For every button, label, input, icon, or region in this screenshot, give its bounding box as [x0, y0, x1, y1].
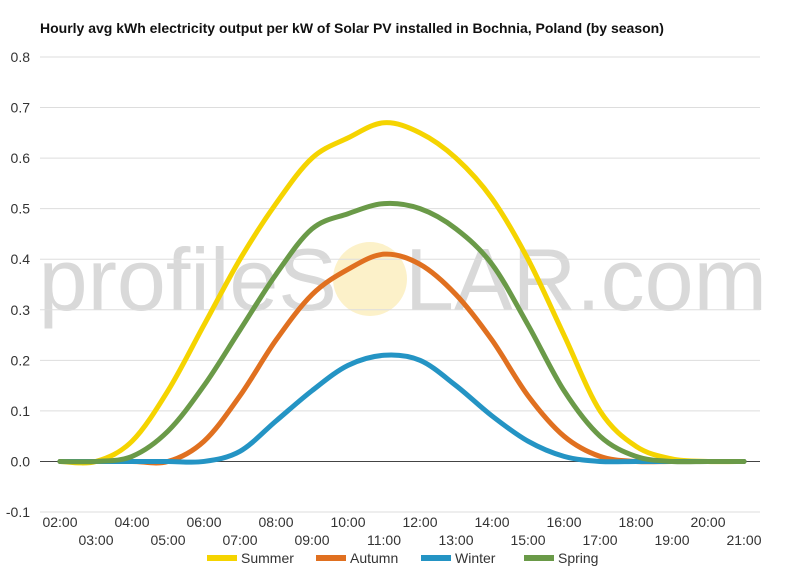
x-tick-label: 20:00 [690, 514, 725, 530]
watermark-text-left: profileS [39, 230, 337, 329]
x-tick-label: 13:00 [438, 532, 473, 548]
x-tick-label: 10:00 [330, 514, 365, 530]
x-tick-label: 14:00 [474, 514, 509, 530]
x-axis-ticks: 02:0003:0004:0005:0006:0007:0008:0009:00… [42, 514, 761, 548]
series-line-winter [57, 352, 747, 465]
x-tick-label: 21:00 [726, 532, 761, 548]
legend-swatch-autumn [316, 555, 346, 561]
y-tick-label: 0.5 [11, 201, 31, 217]
x-tick-label: 09:00 [294, 532, 329, 548]
x-tick-label: 15:00 [510, 532, 545, 548]
legend-label-winter: Winter [455, 550, 496, 566]
y-tick-label: 0.8 [11, 49, 31, 65]
series-line-spring [57, 200, 747, 465]
legend-label-summer: Summer [241, 550, 294, 566]
y-tick-label: 0.2 [11, 352, 31, 368]
x-tick-label: 19:00 [654, 532, 689, 548]
chart-title: Hourly avg kWh electricity output per kW… [40, 20, 664, 36]
series-line-summer [57, 120, 747, 466]
y-axis-ticks: 0.8 0.7 0.6 0.5 0.4 0.3 0.2 0.1 0.0 -0.1 [6, 49, 30, 520]
x-tick-label: 16:00 [546, 514, 581, 530]
legend-label-autumn: Autumn [350, 550, 398, 566]
x-tick-label: 12:00 [402, 514, 437, 530]
y-tick-label: 0.0 [11, 453, 31, 469]
x-tick-label: 05:00 [150, 532, 185, 548]
x-tick-label: 03:00 [78, 532, 113, 548]
x-tick-label: 07:00 [222, 532, 257, 548]
legend-label-spring: Spring [558, 550, 598, 566]
series-lines [57, 120, 747, 466]
y-tick-label: 0.6 [11, 150, 31, 166]
y-tick-label: 0.7 [11, 100, 31, 116]
watermark-text-right: LAR.com [405, 230, 767, 329]
x-tick-label: 11:00 [367, 532, 401, 548]
y-tick-label: 0.1 [11, 403, 31, 419]
x-tick-label: 02:00 [42, 514, 77, 530]
y-tick-label: 0.3 [11, 302, 31, 318]
x-tick-label: 17:00 [582, 532, 617, 548]
watermark: profileS LAR.com [39, 230, 767, 329]
legend-swatch-summer [207, 555, 237, 561]
x-tick-label: 06:00 [186, 514, 221, 530]
x-tick-label: 08:00 [258, 514, 293, 530]
legend: Summer Autumn Winter Spring [207, 550, 598, 566]
y-tick-label: 0.4 [11, 251, 31, 267]
legend-swatch-spring [524, 555, 554, 561]
x-tick-label: 18:00 [618, 514, 653, 530]
x-tick-label: 04:00 [114, 514, 149, 530]
y-tick-label: -0.1 [6, 504, 30, 520]
legend-swatch-winter [421, 555, 451, 561]
watermark-sun-icon [333, 242, 407, 316]
